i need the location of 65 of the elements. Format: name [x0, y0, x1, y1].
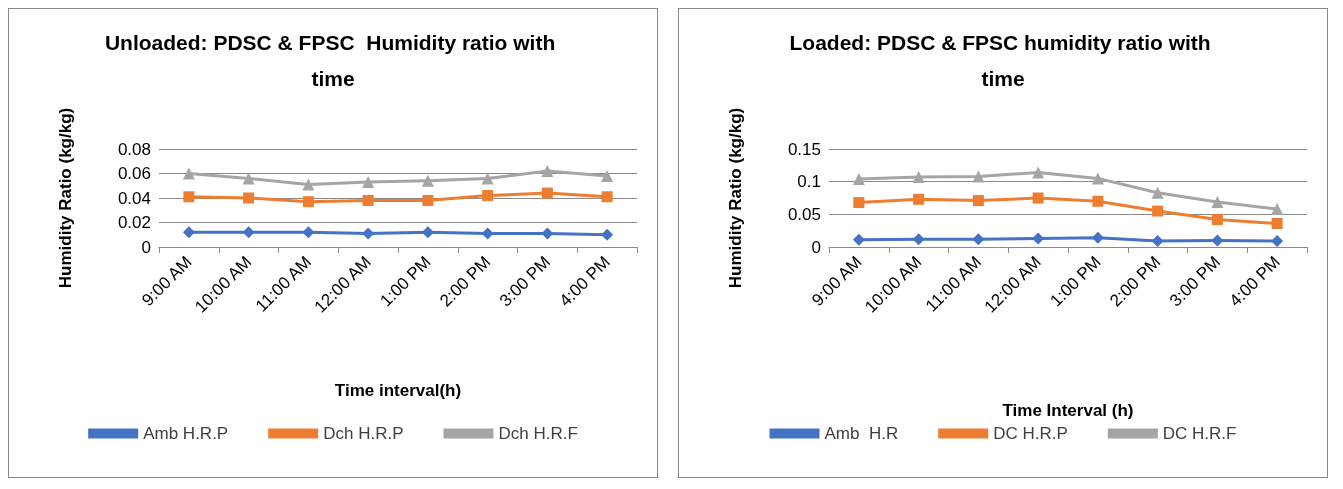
x-axis-title: Time Interval (h): [1002, 401, 1134, 420]
y-axis-title: Humidity Ratio (kg/kg): [726, 107, 745, 289]
x-tick-label: 3:00 PM: [495, 252, 555, 311]
y-tick-label: 0.04: [117, 188, 151, 208]
x-tick-label: 4:00 PM: [1225, 252, 1284, 311]
y-tick-label: 0.08: [117, 139, 151, 159]
y-tick-label: 0.05: [787, 204, 821, 224]
x-axis-title: Time interval(h): [334, 381, 462, 400]
y-tick-label: 0.1: [797, 172, 821, 192]
point: [183, 191, 195, 203]
point: [541, 165, 554, 178]
point: [422, 194, 434, 206]
point: [242, 226, 255, 239]
point: [601, 191, 613, 203]
y-tick-label: 0.02: [117, 213, 151, 232]
point: [182, 226, 195, 239]
legend-label: DC H.R.F: [1162, 424, 1237, 443]
point: [601, 228, 614, 241]
legend-label: Dch H.R.P: [323, 424, 404, 443]
point: [601, 169, 614, 182]
point: [912, 233, 925, 246]
point: [853, 197, 865, 209]
legend-label: DC H.R.P: [993, 424, 1068, 443]
point: [302, 196, 314, 208]
chart-title: Loaded: PDSC & FPSC humidity ratio with time: [789, 30, 1217, 90]
legend-label: Amb H.R.P: [143, 424, 229, 443]
point: [182, 167, 195, 180]
point: [362, 176, 375, 189]
y-tick-label: 0: [141, 237, 151, 257]
point: [1271, 217, 1283, 229]
point: [852, 233, 865, 246]
point: [1091, 172, 1104, 185]
point: [482, 190, 494, 202]
point: [541, 187, 553, 199]
point: [243, 192, 255, 204]
point: [481, 172, 494, 185]
point: [852, 173, 865, 186]
point: [1211, 195, 1224, 208]
point: [1151, 235, 1164, 248]
point: [362, 194, 374, 206]
y-axis-title: Humidity Ratio (kg/kg): [56, 107, 75, 289]
point: [912, 171, 925, 184]
point: [972, 195, 984, 207]
point: [972, 233, 985, 246]
x-tick-label: 4:00 PM: [555, 252, 614, 311]
x-tick-label: 3:00 PM: [1165, 252, 1225, 311]
point: [242, 172, 255, 185]
point: [1271, 235, 1284, 248]
point: [302, 178, 315, 191]
point: [1211, 214, 1223, 226]
chart-title: Unloaded: PDSC & FPSC Humidity ratio with time: [104, 30, 562, 90]
y-tick-label: 0.15: [787, 139, 821, 159]
legend-label: Amb H.R: [824, 424, 899, 443]
point: [1092, 195, 1104, 207]
point: [1271, 203, 1284, 216]
point: [1152, 205, 1164, 217]
point: [913, 193, 925, 205]
point: [421, 174, 434, 187]
point: [1151, 186, 1164, 199]
y-tick-label: 0.06: [117, 164, 151, 183]
point: [1032, 166, 1045, 179]
y-tick-label: 0: [811, 237, 821, 257]
legend-label: Dch H.R.F: [498, 424, 578, 443]
point: [972, 170, 985, 183]
point: [1032, 192, 1044, 204]
